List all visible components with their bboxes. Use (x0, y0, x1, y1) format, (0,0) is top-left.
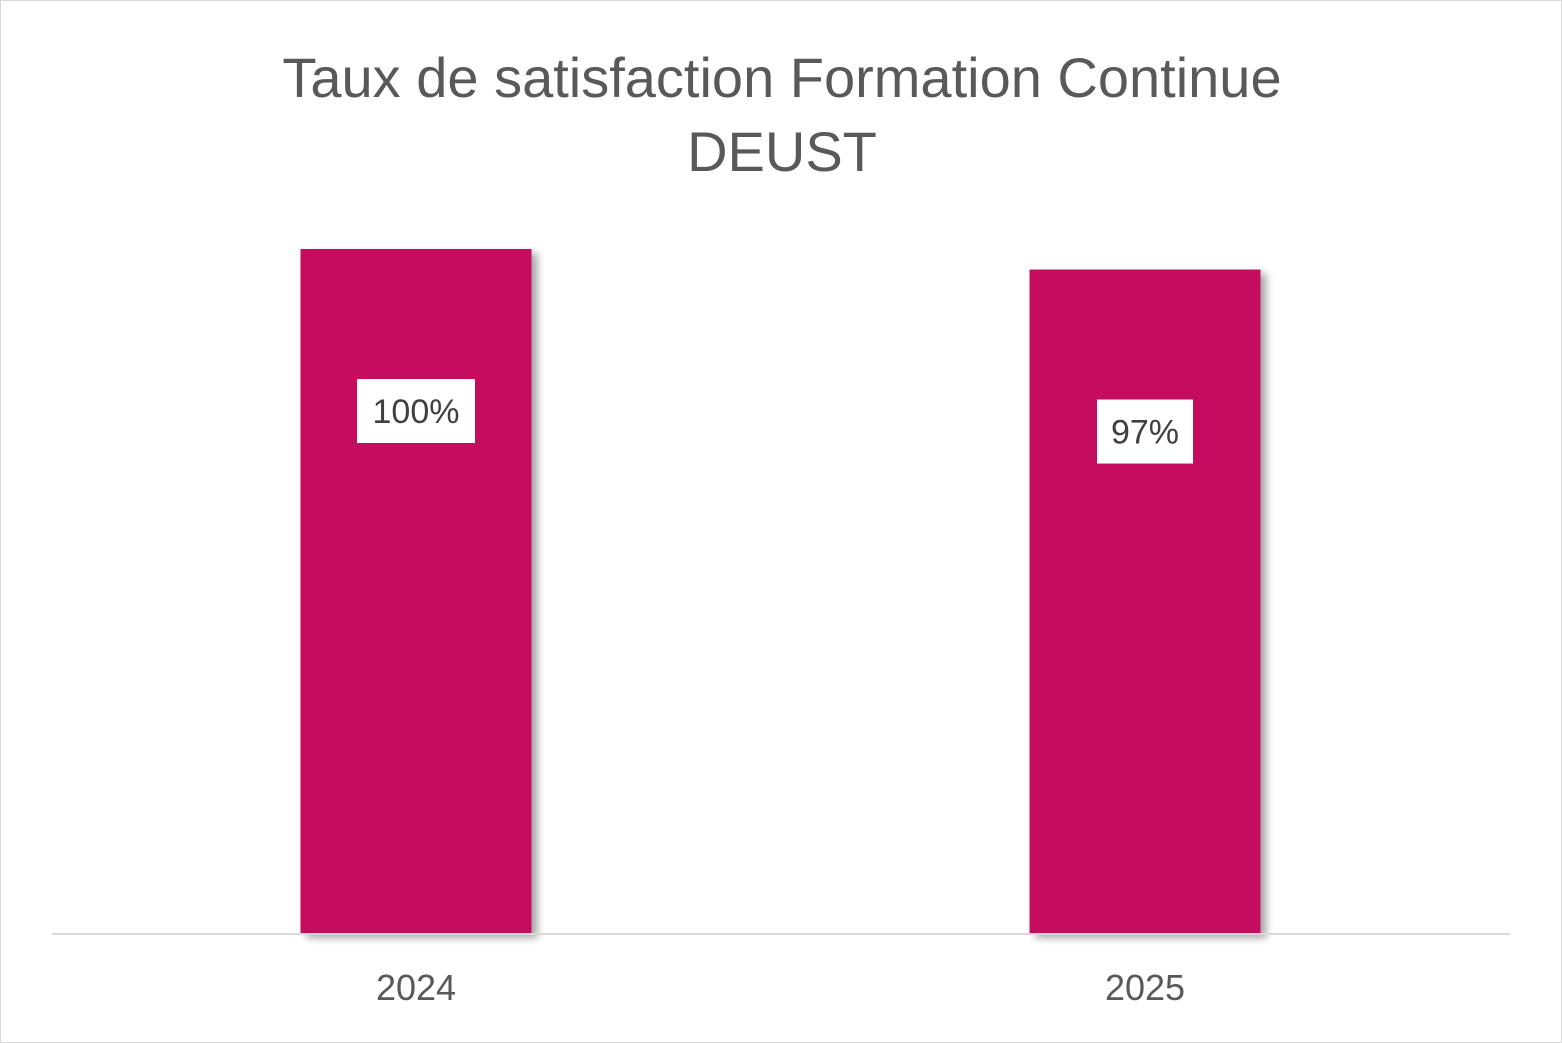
data-label-text-2024: 100% (373, 393, 460, 431)
chart-title: Taux de satisfaction Formation Continue … (1, 41, 1562, 189)
data-label-box-2024 (357, 379, 475, 443)
data-label-2025: 97% (1097, 399, 1193, 464)
chart-title-line-2: DEUST (687, 120, 877, 183)
chart-title-line-1: Taux de satisfaction Formation Continue (282, 46, 1282, 109)
bar-2025 (1029, 269, 1261, 934)
bar-2024 (300, 249, 532, 934)
data-label-2024: 100% (357, 379, 475, 443)
data-label-box-2025 (1097, 399, 1193, 464)
data-label-text-2025: 97% (1111, 414, 1179, 452)
x-tick-label-2024: 2024 (376, 967, 456, 1008)
x-tick-label-2025: 2025 (1105, 967, 1185, 1008)
